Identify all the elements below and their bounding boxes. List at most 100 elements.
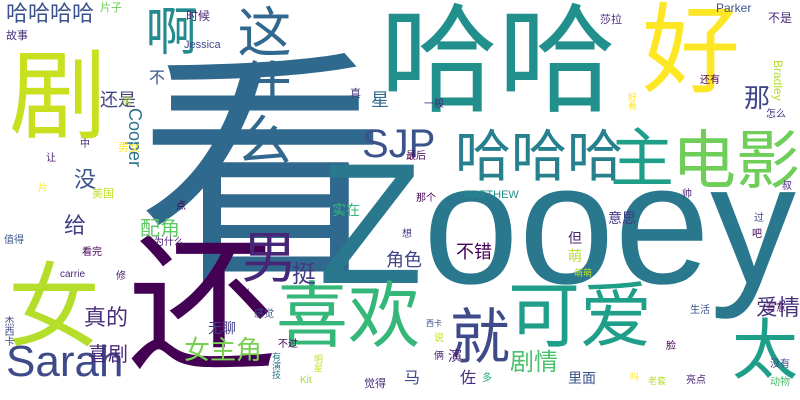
word-cloud-word: 没有	[770, 359, 790, 370]
word-cloud-word: 西卡	[426, 319, 442, 328]
word-cloud-word: 女主角	[184, 336, 263, 366]
word-cloud-word: 剧情	[510, 348, 558, 376]
word-cloud-word: 一般	[424, 99, 444, 110]
word-cloud-word: 还有	[700, 75, 720, 86]
word-cloud-word: 男女	[118, 141, 140, 154]
word-cloud-word: 还	[128, 220, 276, 392]
word-cloud-word: 真	[350, 87, 361, 100]
word-cloud-word: 里面	[568, 371, 596, 387]
word-cloud-word: 女	[8, 254, 101, 361]
word-cloud-word: 主	[610, 123, 674, 197]
word-cloud-word: 想	[402, 229, 412, 240]
word-cloud-word: 有演技	[270, 352, 280, 379]
word-cloud-word: 哈哈哈	[455, 125, 623, 190]
word-cloud-word: 但	[568, 231, 582, 247]
word-cloud-word: 亮点	[686, 375, 706, 386]
word-cloud-word: 没	[74, 168, 97, 193]
word-cloud-word: 时候	[186, 9, 211, 23]
word-cloud-word: Jessica	[184, 39, 221, 51]
word-cloud-word: 动物	[770, 377, 790, 388]
word-cloud-word: 看	[138, 29, 388, 320]
word-cloud-word: 好	[642, 0, 741, 108]
word-cloud-word: SJP	[362, 122, 436, 166]
word-cloud-word: 萌	[568, 249, 582, 265]
word-cloud-word: 说	[434, 333, 444, 344]
word-cloud-word: Zooey	[318, 128, 797, 320]
word-cloud-word: 生活	[690, 305, 710, 316]
word-cloud-word: 那个	[416, 193, 436, 204]
word-cloud-word: 片子	[100, 1, 122, 14]
word-cloud-word: Parker	[716, 1, 752, 15]
word-cloud-word: 过	[754, 213, 764, 224]
word-cloud-word: 男	[232, 228, 297, 284]
word-cloud-word: 好看	[626, 92, 636, 110]
word-cloud-word: Bradley	[771, 60, 785, 101]
word-cloud-word: 配角	[140, 216, 180, 240]
word-cloud-word: 真的	[84, 306, 129, 331]
word-cloud-word: 笑	[122, 97, 132, 108]
word-cloud-word: 佐	[460, 368, 477, 387]
word-cloud-word: 莎拉	[600, 13, 622, 26]
word-cloud-word: 电影	[672, 125, 800, 199]
word-cloud-word: MATTHEW	[464, 189, 519, 201]
word-cloud-word: 哈哈哈哈	[6, 2, 95, 27]
word-cloud-word: 俩	[434, 351, 444, 362]
word-cloud-word: 修	[116, 271, 126, 282]
word-cloud-word: carrie	[60, 269, 86, 280]
word-cloud-word: 故事	[6, 29, 28, 42]
word-cloud-word: 萌萌	[574, 269, 593, 279]
word-cloud-word: 马	[404, 368, 421, 387]
word-cloud-word: 不	[149, 68, 166, 87]
word-cloud-word: 吧	[752, 229, 762, 240]
word-cloud-word: 最后	[406, 151, 426, 162]
word-cloud-word: 看完	[82, 247, 102, 258]
word-cloud-word: 让	[46, 153, 56, 164]
word-cloud-word: 给	[64, 214, 87, 239]
word-cloud-word: Cooper	[125, 108, 145, 168]
word-cloud-word: 脸	[666, 341, 676, 352]
word-cloud-word: 不是	[768, 11, 793, 25]
word-cloud-word: 爱情	[755, 296, 800, 321]
word-cloud-word: 片	[38, 183, 48, 194]
word-cloud-word: 不错	[456, 242, 492, 263]
word-cloud-word: 吗	[630, 373, 640, 383]
word-cloud-word: 为什么	[154, 237, 184, 248]
word-cloud-word: 太	[732, 312, 798, 389]
word-cloud-word: 剧	[0, 44, 106, 142]
word-cloud-word: Sarah	[6, 337, 124, 386]
word-cloud-word: 怎么	[766, 109, 786, 120]
word-cloud-word: 意思	[608, 211, 636, 227]
word-cloud-word: 杰西卡	[2, 316, 13, 346]
word-cloud-word: 老套	[648, 377, 667, 387]
word-cloud-word: 美国	[92, 187, 114, 200]
word-cloud-word: 不过	[278, 339, 298, 350]
word-cloud-word: Kit	[300, 375, 312, 386]
word-cloud-word: 哈哈	[380, 0, 617, 130]
word-cloud-word: 挺	[292, 260, 316, 288]
word-cloud-word: 值得	[4, 235, 24, 246]
word-cloud-word: 这什么	[228, 4, 291, 166]
word-cloud-word: 无聊	[208, 321, 236, 337]
word-cloud-word: 那	[744, 84, 771, 114]
word-cloud-word: 点	[176, 201, 186, 212]
word-cloud-word: 星	[371, 90, 389, 111]
word-cloud-word: 实在	[332, 203, 360, 219]
word-cloud-word: 就	[450, 303, 510, 373]
word-cloud-word: 感觉	[254, 309, 274, 320]
word-cloud-word: 可爱	[508, 274, 653, 358]
word-cloud-word: 角色	[386, 250, 422, 271]
word-cloud-word: 啊	[136, 4, 196, 56]
word-cloud-word: 帅	[682, 189, 692, 200]
word-cloud-word: 喜剧	[88, 342, 128, 366]
word-cloud-word: 有意	[766, 303, 786, 314]
word-cloud-word: 叔	[782, 181, 792, 192]
word-cloud-word: 觉得	[364, 377, 386, 390]
word-cloud-word: 演	[448, 349, 462, 365]
word-cloud-word: 中	[80, 139, 90, 150]
word-cloud-word: 明星	[312, 354, 322, 372]
word-cloud-word: 还是	[100, 90, 136, 111]
word-cloud-word: 喜欢	[276, 274, 421, 358]
word-cloud-word: 老	[240, 289, 250, 300]
word-cloud-word: 多	[482, 373, 492, 384]
